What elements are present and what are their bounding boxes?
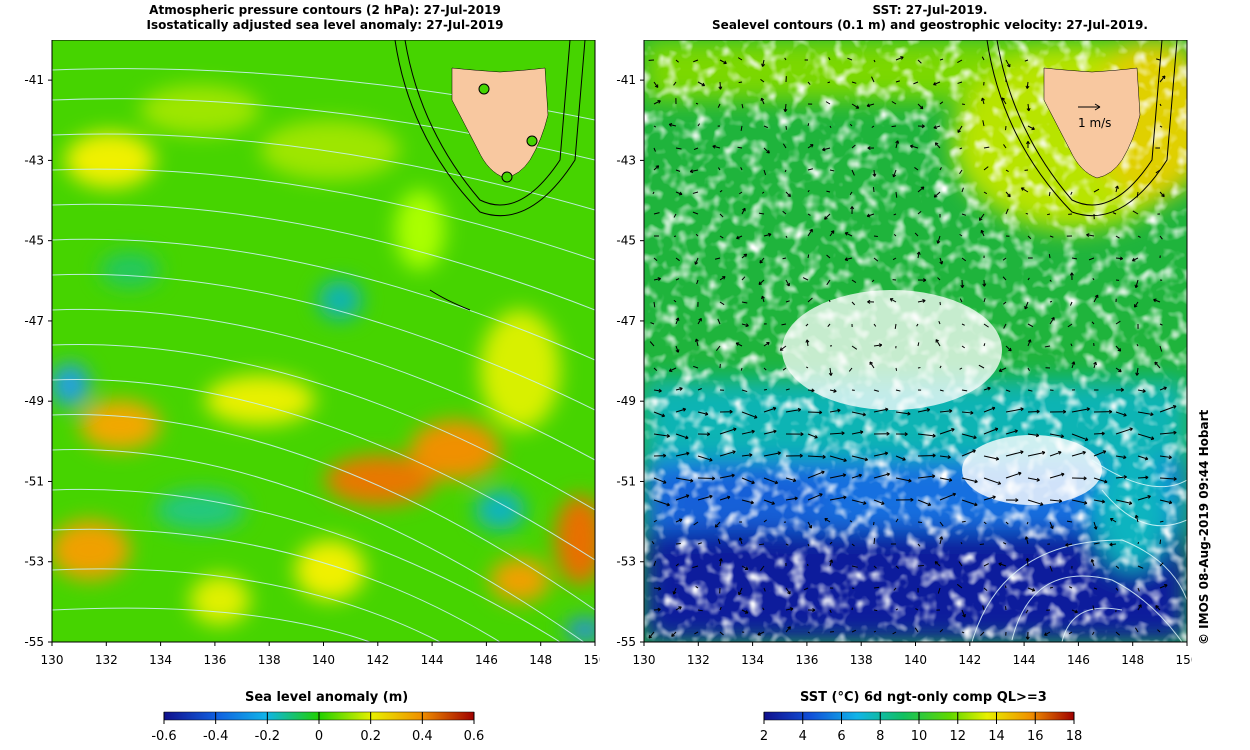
colorbar-tick-label: 0.2	[360, 729, 381, 744]
y-tick-label: -47	[616, 314, 636, 328]
bathymetry-contours	[394, 40, 586, 311]
left-x-axis: 130 132 134 136 138 140 142 144 146 148 150	[41, 642, 600, 667]
velocity-scale-arrow	[1078, 103, 1101, 111]
x-tick-label: 148	[1121, 653, 1144, 667]
sla-colorbar: -0.6 -0.4 -0.2 0 0.2 0.4 0.6	[151, 711, 485, 744]
y-tick-label: -55	[616, 635, 636, 649]
right-y-axis: -41 -43 -45 -47 -49 -51 -53 -55	[616, 73, 644, 649]
sealevel-contours	[971, 459, 1187, 642]
y-tick-label: -41	[616, 73, 636, 87]
y-tick-label: -51	[616, 474, 636, 488]
left-title-line2: Isostatically adjusted sea level anomaly…	[146, 18, 504, 32]
x-tick-label: 150	[584, 653, 600, 667]
cloud-mask	[782, 290, 1002, 410]
tide-gauge-marker	[526, 135, 538, 147]
colorbar-tick-label: 10	[911, 729, 928, 744]
colorbar-tick-label: 0.6	[464, 729, 485, 744]
colorbar-tick-label: 0.4	[412, 729, 433, 744]
copyright-label: © IMOS 08-Aug-2019 09:44 Hobart	[1197, 409, 1211, 645]
x-tick-label: 142	[366, 653, 389, 667]
colorbar-tick-label: -0.2	[255, 729, 280, 744]
velocity-scale-label: 1 m/s	[1078, 116, 1111, 130]
y-tick-label: -49	[616, 394, 636, 408]
tide-gauge-marker	[501, 171, 513, 183]
sst-colorbar: 2 4 6 8 10 12 14 16 18	[760, 711, 1083, 744]
sla-field	[52, 40, 595, 642]
colorbar-tick-label: -0.6	[151, 729, 176, 744]
colorbar-tick-label: -0.4	[203, 729, 228, 744]
colorbar-tick-label: 6	[837, 729, 845, 744]
x-tick-label: 144	[1013, 653, 1036, 667]
right-panel-title: SST: 27-Jul-2019. Sealevel contours (0.1…	[650, 3, 1210, 33]
left-y-axis: -41 -43 -45 -47 -49 -51 -53 -55	[24, 73, 52, 649]
x-tick-label: 134	[149, 653, 172, 667]
colorbar-tick-label: 8	[876, 729, 884, 744]
x-tick-label: 136	[203, 653, 226, 667]
y-tick-label: -45	[616, 234, 636, 248]
y-tick-label: -49	[24, 394, 44, 408]
cloud-mask	[962, 435, 1102, 505]
tasmania-land	[451, 67, 549, 179]
y-tick-label: -53	[24, 555, 44, 569]
left-title-line1: Atmospheric pressure contours (2 hPa): 2…	[149, 3, 501, 17]
pressure-contours	[52, 68, 595, 642]
sst-field: 1 m/s	[644, 40, 1187, 642]
tasmania-land	[1043, 67, 1141, 179]
left-colorbar-title: Sea level anomaly (m)	[245, 690, 409, 705]
y-tick-label: -47	[24, 314, 44, 328]
x-tick-label: 146	[475, 653, 498, 667]
y-tick-label: -43	[24, 153, 44, 167]
y-tick-label: -51	[24, 474, 44, 488]
sst-map: 1 m/s -41 -43 -45 -47 -49 -51 -53 -55 130 132 134…	[616, 40, 1192, 667]
tide-gauge-marker	[478, 83, 490, 95]
colorbar-tick-label: 0	[315, 729, 323, 744]
y-tick-label: -53	[616, 555, 636, 569]
geostrophic-velocity-arrows	[648, 56, 1177, 640]
bathymetry-contours	[986, 40, 1178, 217]
x-tick-label: 134	[741, 653, 764, 667]
x-tick-label: 150	[1176, 653, 1192, 667]
sea-level-anomaly-map: -41 -43 -45 -47 -49 -51 -53 -55 130 132 134 136 138…	[24, 40, 600, 667]
x-tick-label: 144	[421, 653, 444, 667]
right-x-axis: 130 132 134 136 138 140 142 144 146 148 150	[633, 642, 1192, 667]
x-tick-label: 138	[850, 653, 873, 667]
x-tick-label: 130	[633, 653, 656, 667]
right-colorbar-title: SST (°C) 6d ngt-only comp QL>=3	[800, 690, 1047, 705]
colorbar-tick-label: 16	[1027, 729, 1044, 744]
colorbar-tick-label: 18	[1066, 729, 1083, 744]
x-tick-label: 140	[904, 653, 927, 667]
x-tick-label: 132	[687, 653, 710, 667]
y-tick-label: -43	[616, 153, 636, 167]
y-tick-label: -41	[24, 73, 44, 87]
colorbar-tick-label: 12	[949, 729, 966, 744]
right-title-line2: Sealevel contours (0.1 m) and geostrophi…	[712, 18, 1148, 32]
x-tick-label: 140	[312, 653, 335, 667]
x-tick-label: 138	[258, 653, 281, 667]
colorbar-tick-label: 14	[988, 729, 1005, 744]
x-tick-label: 132	[95, 653, 118, 667]
colorbar-tick-label: 2	[760, 729, 768, 744]
x-tick-label: 146	[1067, 653, 1090, 667]
right-title-line1: SST: 27-Jul-2019.	[872, 3, 988, 17]
x-tick-label: 142	[958, 653, 981, 667]
colorbar-tick-label: 4	[799, 729, 807, 744]
x-tick-label: 148	[529, 653, 552, 667]
y-tick-label: -55	[24, 635, 44, 649]
y-tick-label: -45	[24, 234, 44, 248]
x-tick-label: 130	[41, 653, 64, 667]
x-tick-label: 136	[795, 653, 818, 667]
left-panel-title: Atmospheric pressure contours (2 hPa): 2…	[110, 3, 540, 33]
